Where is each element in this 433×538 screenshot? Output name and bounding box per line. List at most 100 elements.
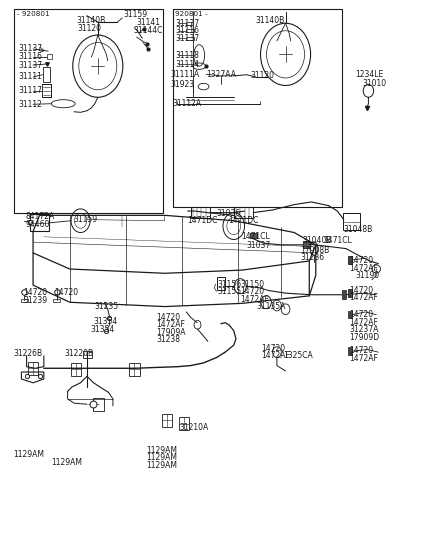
Bar (94, 398, 104, 410)
Text: 31140B: 31140B (255, 16, 284, 25)
Text: 31159: 31159 (73, 215, 97, 224)
Bar (21, 299, 28, 302)
Text: 31141: 31141 (137, 18, 161, 27)
Text: 31114: 31114 (175, 60, 200, 68)
Text: 1472AF: 1472AF (261, 351, 290, 360)
Text: - 920801: - 920801 (17, 11, 50, 17)
Text: 31238: 31238 (156, 335, 180, 344)
Bar (71, 363, 81, 376)
Text: 1327AA: 1327AA (206, 70, 236, 79)
Bar (348, 256, 352, 264)
Text: 31117: 31117 (18, 86, 42, 95)
Bar (83, 351, 92, 358)
Text: 31116: 31116 (18, 52, 42, 61)
Text: 31354: 31354 (93, 317, 117, 326)
Text: 31150: 31150 (240, 280, 265, 288)
Bar (53, 299, 60, 302)
Text: 84172A: 84172A (26, 213, 55, 222)
Text: 31137: 31137 (18, 45, 42, 53)
Bar (343, 213, 360, 230)
Text: 31037: 31037 (247, 241, 271, 250)
Text: 31116: 31116 (175, 26, 200, 36)
Text: 1129AM: 1129AM (147, 454, 178, 462)
Text: 1471DC: 1471DC (228, 216, 259, 225)
Text: 31210A: 31210A (179, 423, 208, 433)
Text: 1472AF: 1472AF (349, 317, 378, 327)
Text: 14720: 14720 (23, 288, 47, 297)
Text: 1129AM: 1129AM (147, 461, 178, 470)
Text: 14720: 14720 (261, 344, 285, 353)
Text: 1471CL: 1471CL (323, 236, 352, 245)
Text: 31120: 31120 (78, 24, 101, 33)
Text: 31239: 31239 (23, 295, 47, 305)
Bar (47, 54, 52, 59)
Bar (216, 277, 225, 291)
Text: 14720: 14720 (55, 288, 79, 297)
Text: 31156: 31156 (218, 280, 242, 288)
Text: 31010: 31010 (362, 80, 387, 88)
Bar (30, 214, 49, 231)
Bar (42, 84, 51, 97)
Text: 14720: 14720 (240, 287, 265, 296)
Text: 31040B: 31040B (302, 236, 331, 245)
Text: 920801 -: 920801 - (175, 11, 208, 17)
Bar (186, 22, 191, 25)
Text: 14720: 14720 (349, 346, 374, 355)
Text: 31112: 31112 (18, 100, 42, 109)
Text: 1472AF: 1472AF (349, 353, 378, 363)
Text: 1129AM: 1129AM (52, 458, 83, 466)
Text: 31111: 31111 (18, 73, 42, 81)
Text: 31048B: 31048B (343, 225, 372, 234)
Text: 31226B: 31226B (14, 349, 43, 358)
Bar (162, 414, 172, 427)
Text: 1472AF: 1472AF (156, 320, 185, 329)
Text: 31036: 31036 (216, 209, 241, 218)
Bar (186, 37, 194, 40)
Text: 31112A: 31112A (172, 99, 201, 108)
Text: 31111A: 31111A (170, 70, 200, 79)
Text: 14720: 14720 (349, 257, 374, 265)
Text: 1325CA: 1325CA (283, 351, 313, 360)
Text: 1472AF: 1472AF (349, 293, 378, 302)
Text: 1471CL: 1471CL (242, 232, 270, 242)
Text: 14720: 14720 (156, 313, 180, 322)
Bar (179, 417, 189, 430)
Text: 31137: 31137 (18, 61, 42, 69)
Bar (42, 67, 50, 82)
Bar (348, 348, 352, 355)
Bar (234, 207, 253, 218)
Bar (191, 207, 210, 218)
Text: 14720: 14720 (349, 286, 374, 295)
Text: 31120: 31120 (250, 72, 274, 80)
Text: 1472AF: 1472AF (240, 294, 269, 303)
Text: 31159: 31159 (124, 10, 148, 19)
Text: 31155: 31155 (218, 287, 242, 296)
Text: 31923: 31923 (170, 80, 194, 89)
Text: 31190: 31190 (355, 272, 380, 280)
Bar (28, 362, 38, 374)
Text: 31235: 31235 (95, 302, 119, 311)
Text: 17908B: 17908B (301, 246, 330, 254)
Text: 1129AM: 1129AM (147, 446, 178, 455)
Bar (173, 9, 342, 207)
Text: 31236: 31236 (301, 253, 325, 262)
Bar (250, 232, 257, 238)
Text: 1234LE: 1234LE (355, 70, 384, 79)
Text: 17909D: 17909D (349, 332, 380, 342)
Text: 1472AF: 1472AF (349, 264, 378, 273)
Text: 31354: 31354 (90, 324, 115, 334)
Bar (186, 29, 194, 32)
Text: 31237A: 31237A (349, 325, 379, 334)
Text: 31135A: 31135A (257, 302, 286, 311)
Bar (14, 9, 162, 213)
Text: 31144C: 31144C (134, 26, 163, 35)
Text: 17909A: 17909A (156, 328, 186, 337)
Text: 1471DC: 1471DC (187, 216, 217, 225)
Bar (348, 311, 352, 318)
Text: 31118: 31118 (175, 51, 199, 60)
Text: 94460: 94460 (26, 220, 50, 229)
Text: 1129AM: 1129AM (14, 450, 45, 458)
Text: 14720: 14720 (349, 310, 374, 319)
Text: 31137: 31137 (175, 34, 200, 43)
Text: 31137: 31137 (175, 19, 200, 28)
